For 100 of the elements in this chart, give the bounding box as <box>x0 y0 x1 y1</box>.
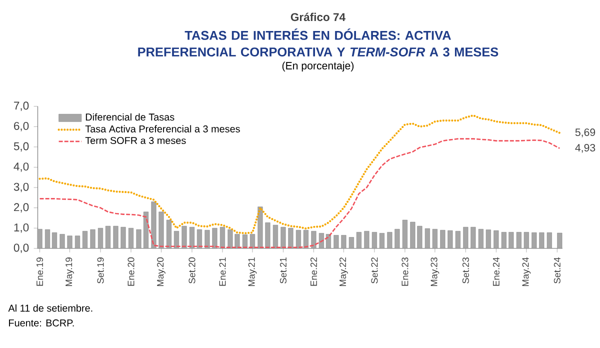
bar <box>470 227 476 249</box>
x-tick-label: Ene.23 <box>402 258 408 286</box>
bar <box>516 232 522 249</box>
y-tick-label: 6,0 <box>14 122 29 132</box>
bar <box>204 230 210 249</box>
bar <box>242 234 248 249</box>
y-tick-label: 4,0 <box>14 162 29 172</box>
bar <box>90 230 96 249</box>
legend-label: Term SOFR a 3 meses <box>85 137 186 144</box>
bar <box>258 206 263 249</box>
x-tick-label: May.19 <box>66 258 74 286</box>
bar <box>174 231 179 249</box>
x-tick-label: May.23 <box>430 258 440 286</box>
x-tick-label: Set.22 <box>371 258 378 284</box>
y-tick-label: 3,0 <box>14 182 29 192</box>
bar <box>440 230 446 249</box>
bar <box>478 229 484 249</box>
bar <box>82 231 88 249</box>
bar <box>372 232 377 249</box>
y-tick-label: 0,0 <box>14 244 29 254</box>
text: Gráfico 74 <box>290 12 346 22</box>
bar <box>334 235 339 249</box>
x-tick-label: Set.19 <box>97 258 104 284</box>
bar <box>296 230 301 249</box>
x-tick-label: Set.20 <box>188 258 196 284</box>
bar <box>455 231 460 249</box>
bar <box>356 232 362 249</box>
bar <box>348 237 354 249</box>
bar <box>501 232 506 249</box>
x-tick-label: May.20 <box>157 258 166 286</box>
bar <box>37 229 42 249</box>
bar <box>311 231 316 249</box>
bar <box>394 229 400 249</box>
bar <box>166 220 172 249</box>
bar <box>364 231 370 249</box>
legend-label: Diferencial de Tasas <box>86 113 174 121</box>
bar <box>379 233 384 249</box>
y-tick-label: 1,0 <box>14 224 29 233</box>
bar <box>143 212 149 249</box>
bar <box>128 228 134 249</box>
x-tick-label: May.21 <box>248 258 257 286</box>
bar <box>212 228 218 249</box>
bar <box>546 232 552 249</box>
x-tick-label: Set.24 <box>554 257 560 284</box>
bar <box>182 226 187 249</box>
bar <box>508 232 514 249</box>
x-tick-label: May.24 <box>522 257 531 286</box>
annotation: 5,69 <box>575 128 596 138</box>
bar <box>494 230 499 249</box>
bar <box>75 236 80 249</box>
bar <box>280 227 286 249</box>
x-tick-label: Set.21 <box>280 258 286 284</box>
y-tick-label: 7,0 <box>14 102 29 112</box>
bar <box>432 229 438 249</box>
x-tick-label: Ene.21 <box>219 258 226 286</box>
bar <box>45 230 50 249</box>
text: Al 11 de setiembre. <box>8 304 92 312</box>
bar <box>52 232 58 249</box>
bar <box>151 202 156 249</box>
bar <box>272 225 278 249</box>
annotation: 4,93 <box>575 144 596 153</box>
bar <box>303 230 308 249</box>
bar <box>341 235 346 249</box>
bar <box>158 212 164 249</box>
bar <box>196 230 202 249</box>
bar <box>448 230 453 249</box>
source-note: Fuente: BCRP. <box>9 320 74 327</box>
bar <box>189 227 194 249</box>
bar <box>67 236 72 249</box>
legend-label: Tasa Activa Preferencial a 3 meses <box>85 125 240 133</box>
bar <box>463 227 468 249</box>
y-tick-label: 5,0 <box>14 142 29 152</box>
bar <box>265 222 270 249</box>
bar <box>98 228 104 249</box>
bar <box>113 226 118 249</box>
bar <box>539 232 544 249</box>
bar <box>250 234 255 249</box>
bar <box>120 227 126 249</box>
bar <box>387 232 392 249</box>
bar <box>136 230 142 249</box>
bar <box>105 226 111 249</box>
y-tick-label: 2,0 <box>14 203 29 213</box>
bar <box>220 227 225 249</box>
bar <box>486 230 491 249</box>
bar <box>60 234 65 249</box>
x-tick-label: Ene.24 <box>492 257 500 286</box>
chart-title: TASAS DE INTERÉS EN DÓLARES: ACTIVA PREFERENCIAL CORPORATIVA Y TERM-SOFR A 3 MESES <box>138 28 498 57</box>
x-tick-label: Set.23 <box>462 258 469 284</box>
x-tick-label: Ene.20 <box>128 258 134 286</box>
x-tick-label: May.22 <box>340 258 348 286</box>
x-tick-label: Ene.22 <box>310 258 317 286</box>
bar <box>288 228 294 249</box>
bar <box>557 232 562 249</box>
bar <box>318 233 324 249</box>
chart-subtitle: (En porcentaje) <box>282 62 354 72</box>
bar <box>402 220 408 249</box>
x-tick-label: Ene.19 <box>36 258 44 286</box>
bar <box>424 228 430 249</box>
bar <box>532 232 537 249</box>
bar <box>524 232 529 249</box>
